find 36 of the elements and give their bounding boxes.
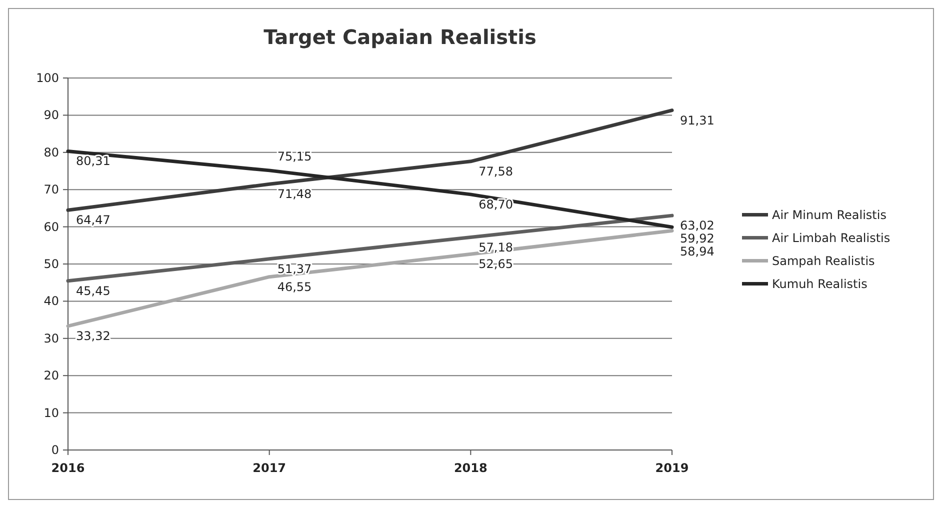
legend-label: Air Limbah Realistis — [772, 230, 890, 245]
legend-label: Air Minum Realistis — [772, 208, 886, 222]
y-tick-label: 40 — [44, 294, 59, 308]
line-series — [66, 228, 674, 328]
y-tick-label: 90 — [44, 108, 59, 122]
chart-title: Target Capaian Realistis — [264, 25, 536, 49]
x-tick-label: 2016 — [51, 461, 85, 475]
data-label: 45,45 — [76, 284, 110, 298]
data-label: 46,55 — [277, 280, 312, 294]
data-label: 64,47 — [76, 213, 110, 228]
data-label: 57,18 — [478, 240, 514, 254]
y-tick-label: 70 — [44, 182, 59, 197]
data-label: 80,31 — [76, 154, 110, 168]
data-label: 58,94 — [680, 244, 714, 259]
line-series — [66, 108, 674, 212]
x-tick-label: 2019 — [655, 461, 689, 475]
y-tick-label: 20 — [44, 368, 59, 383]
data-label: 77,58 — [478, 164, 514, 178]
data-label: 51,37 — [277, 262, 312, 276]
y-tick-label: 30 — [44, 331, 59, 346]
legend-label: Kumuh Realistis — [772, 276, 868, 291]
x-tick-label: 2018 — [454, 461, 488, 475]
y-tick-label: 10 — [44, 406, 59, 420]
x-tick-label: 2017 — [252, 461, 286, 475]
data-label: 71,48 — [277, 187, 312, 202]
y-tick-label: 100 — [36, 71, 59, 85]
data-label: 75,15 — [277, 149, 312, 164]
y-tick-label: 0 — [51, 443, 59, 457]
y-tick-label: 60 — [44, 220, 59, 234]
y-tick-label: 80 — [44, 145, 59, 160]
line-series — [66, 149, 674, 229]
legend-label: Sampah Realistis — [772, 254, 875, 268]
data-label: 63,02 — [680, 218, 714, 233]
y-tick-label: 50 — [44, 257, 59, 271]
data-label: 59,92 — [680, 232, 714, 246]
data-label: 91,31 — [680, 113, 714, 128]
